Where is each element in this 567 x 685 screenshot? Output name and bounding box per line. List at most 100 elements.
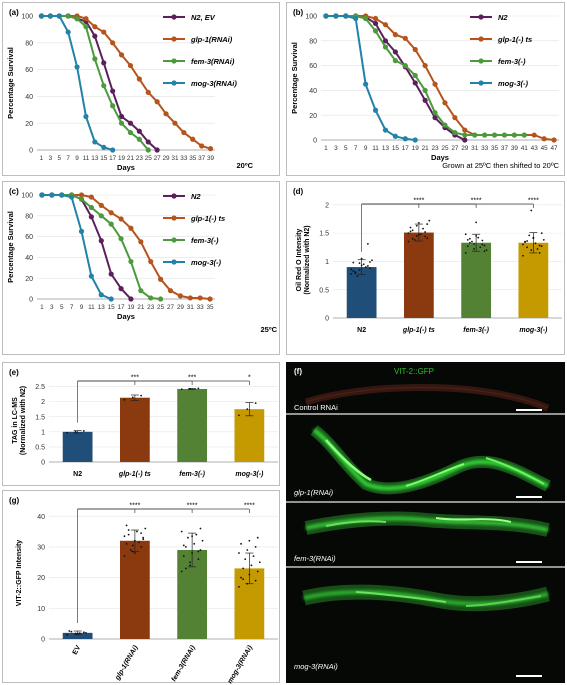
chart-d: (d) 0 0.5 1 1.5 2 Oil Red O Intensity (Normaliz…: [293, 187, 562, 334]
replicate-point: [360, 257, 363, 260]
replicate-point: [74, 632, 77, 635]
replicate-point: [189, 564, 191, 567]
x-tick-label: 37: [198, 155, 206, 162]
x-tick-label: 35: [207, 304, 215, 311]
legend-label: N2: [498, 13, 508, 22]
replicate-point: [70, 630, 73, 633]
panel-label: (a): [9, 8, 19, 17]
replicate-point: [485, 249, 488, 251]
replicate-point: [256, 536, 259, 539]
data-point: [69, 194, 75, 200]
replicate-point: [360, 264, 363, 267]
y-tick-label: 0: [29, 297, 33, 304]
panel-g: (g) 0 10 20 30 40 VIT-2::GFP Intensity **** ****…: [2, 490, 280, 684]
data-point: [382, 127, 389, 133]
series-line: [41, 194, 132, 300]
data-point: [101, 83, 107, 89]
replicate-point: [466, 239, 469, 241]
data-point: [372, 28, 379, 34]
data-point: [158, 276, 164, 282]
data-point: [462, 137, 468, 143]
data-point: [148, 258, 154, 265]
bar: [403, 232, 434, 318]
replicate-point: [358, 269, 361, 271]
panel-label: (d): [293, 187, 304, 196]
x-tick-label: 19: [127, 304, 135, 311]
x-tick-label: 31: [187, 304, 195, 311]
replicate-point: [74, 430, 77, 433]
legend-dot: [171, 58, 177, 64]
data-point: [83, 16, 89, 22]
replicate-point: [417, 222, 420, 224]
x-tick-label: 21: [127, 155, 135, 162]
panel-label: (g): [9, 496, 20, 505]
panel-e: (e) 0 0.5 1 1.5 2 2.5 TAG in LC-MS (Normalized w…: [2, 362, 280, 486]
replicate-point: [358, 262, 361, 265]
replicate-point: [191, 535, 194, 538]
replicate-point: [540, 232, 543, 235]
panel-a: (a) 0 20 40 60 80 100 1 3 5 7 9 11 13 15 17 19 21 23 25 27 29…: [2, 2, 280, 176]
replicate-point: [464, 233, 467, 236]
y-tick-label: 0: [313, 138, 317, 145]
replicate-point: [123, 555, 126, 558]
x-tick-label: 15: [100, 155, 108, 162]
y-tick-label: 100: [21, 14, 33, 21]
data-point: [163, 111, 169, 117]
data-point: [353, 15, 359, 22]
replicate-point: [415, 235, 418, 237]
y-tick-label: 40: [309, 88, 317, 95]
replicate-point: [411, 237, 414, 240]
data-point: [154, 99, 160, 105]
y-axis-label: VIT-2::GFP Intensity: [16, 540, 23, 606]
y-tick-label: 2: [325, 202, 329, 209]
replicate-point: [426, 223, 429, 225]
micrograph-title: VIT-2::GFP: [394, 367, 434, 376]
replicate-point: [254, 546, 257, 548]
x-tick-label: 47: [550, 145, 558, 152]
replicate-point: [536, 248, 539, 250]
data-point: [83, 113, 89, 120]
data-point: [541, 136, 547, 142]
category-label: N2: [357, 327, 366, 334]
replicate-point: [238, 414, 240, 417]
data-point: [343, 13, 349, 19]
replicate-point: [528, 234, 531, 237]
legend-label: fem-3(-): [498, 57, 526, 66]
replicate-point: [477, 236, 480, 239]
data-point: [108, 210, 114, 216]
replicate-point: [413, 239, 416, 241]
data-point: [392, 49, 398, 55]
x-tick-label: 7: [66, 155, 70, 162]
data-point: [521, 132, 527, 138]
replicate-point: [248, 539, 251, 542]
replicate-point: [199, 549, 202, 551]
x-tick-label: 31: [471, 145, 479, 152]
data-point: [323, 13, 329, 19]
data-point: [187, 295, 193, 301]
data-point: [110, 88, 116, 94]
replicate-point: [199, 527, 202, 530]
scale-bar: [516, 496, 542, 498]
y-tick-label: 20: [25, 276, 33, 283]
x-tick-label: 17: [109, 155, 117, 162]
replicate-point: [538, 252, 541, 254]
condition-note: 25ºC: [261, 325, 278, 334]
x-tick-label: 13: [91, 155, 99, 162]
replicate-point: [356, 275, 359, 278]
legend-dot: [171, 14, 177, 20]
category-label: glp-1(-) ts: [402, 327, 435, 334]
data-point: [462, 132, 468, 138]
y-axis-label: Oil Red O Intensity: [296, 229, 303, 292]
replicate-point: [191, 552, 194, 554]
x-axis-label: Days: [117, 163, 135, 172]
replicate-point: [193, 542, 196, 545]
data-point: [402, 35, 408, 41]
worm-fem3-image: [304, 511, 550, 537]
y-tick-label: 0: [41, 460, 45, 467]
replicate-point: [471, 240, 473, 243]
data-point: [74, 16, 80, 22]
data-point: [118, 286, 124, 292]
data-point: [402, 136, 408, 142]
replicate-point: [182, 544, 185, 547]
data-point: [88, 214, 94, 220]
